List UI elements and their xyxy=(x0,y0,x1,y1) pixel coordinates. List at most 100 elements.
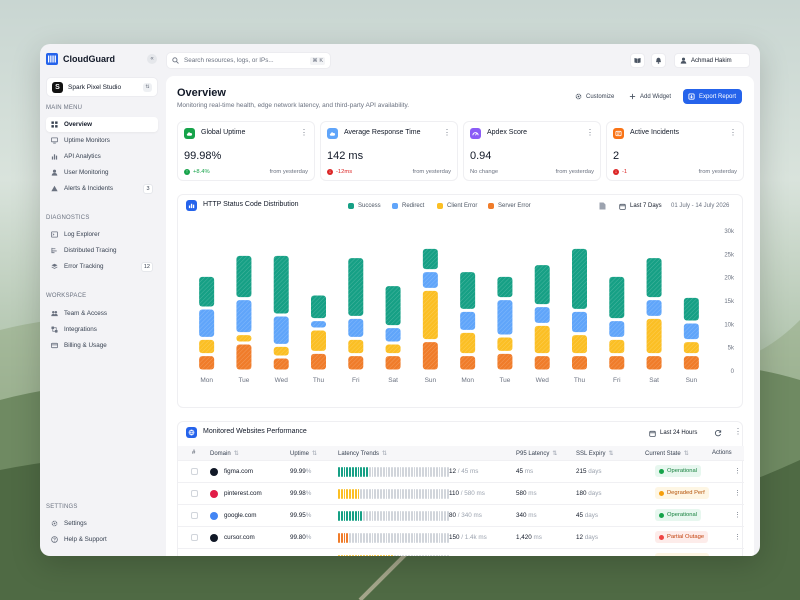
bar-segment-server-error[interactable] xyxy=(422,342,438,370)
workspace-switcher[interactable]: S Spark Pixel Studio ⇅ xyxy=(46,77,158,97)
column-header[interactable]: P95 Latency ⇅ xyxy=(516,450,557,457)
bar-segment-client-error[interactable] xyxy=(236,335,252,342)
bar-segment-redirect[interactable] xyxy=(572,311,587,333)
document-icon[interactable] xyxy=(599,202,606,210)
legend-item-redirect[interactable]: Redirect xyxy=(392,203,424,209)
bar-segment-redirect[interactable] xyxy=(646,300,662,316)
docs-button[interactable] xyxy=(630,53,645,68)
bar-segment-server-error[interactable] xyxy=(348,356,364,370)
bar-segment-client-error[interactable] xyxy=(348,339,364,354)
column-header[interactable]: Current State ⇅ xyxy=(645,450,689,457)
bar-segment-client-error[interactable] xyxy=(683,342,699,354)
bar-segment-redirect[interactable] xyxy=(534,307,550,323)
sidebar-item-user-monitoring[interactable]: User Monitoring xyxy=(46,165,158,180)
user-menu[interactable]: Achmad Hakim xyxy=(674,53,750,68)
bar-segment-client-error[interactable] xyxy=(460,332,476,354)
bar-segment-success[interactable] xyxy=(348,258,364,316)
more-vertical-icon[interactable]: ⋮ xyxy=(586,128,594,137)
table-row[interactable]: pinterest.com 99.98% 110 / 580 ms 580 ms 180… xyxy=(178,482,744,504)
bar-segment-server-error[interactable] xyxy=(199,356,215,370)
bar-segment-client-error[interactable] xyxy=(609,339,625,354)
row-checkbox[interactable] xyxy=(191,468,198,475)
row-checkbox[interactable] xyxy=(191,534,198,541)
bar-segment-success[interactable] xyxy=(422,248,438,270)
bar-segment-client-error[interactable] xyxy=(422,290,438,340)
legend-item-success[interactable]: Success xyxy=(348,203,381,209)
add-widget-button[interactable]: Add Widget xyxy=(624,89,676,104)
more-vertical-icon[interactable]: ⋮ xyxy=(734,534,741,541)
bar-segment-redirect[interactable] xyxy=(422,272,438,288)
table-row[interactable]: cursor.com 99.80% 150 / 1.4k ms 1,420 ms 12 … xyxy=(178,526,744,548)
bar-segment-server-error[interactable] xyxy=(572,356,587,370)
column-header[interactable]: SSL Expiry ⇅ xyxy=(576,450,614,457)
column-header[interactable]: Uptime ⇅ xyxy=(290,450,317,457)
bar-segment-success[interactable] xyxy=(646,258,662,298)
sidebar-item-distributed-tracing[interactable]: Distributed Tracing xyxy=(46,243,158,258)
bar-segment-server-error[interactable] xyxy=(236,344,252,370)
sidebar-collapse-button[interactable]: « xyxy=(147,54,157,64)
bar-segment-redirect[interactable] xyxy=(609,321,625,337)
sidebar-item-integrations[interactable]: Integrations xyxy=(46,322,158,337)
bar-segment-client-error[interactable] xyxy=(311,330,326,351)
sidebar-item-team-access[interactable]: Team & Access xyxy=(46,306,158,321)
bar-segment-redirect[interactable] xyxy=(460,311,476,330)
bar-segment-success[interactable] xyxy=(683,297,699,321)
row-checkbox[interactable] xyxy=(191,490,198,497)
sidebar-item-alerts-incidents[interactable]: Alerts & Incidents 3 xyxy=(46,181,158,196)
bar-segment-client-error[interactable] xyxy=(497,337,513,351)
domain-cell[interactable]: google.com xyxy=(224,512,257,519)
customize-button[interactable]: Customize xyxy=(570,89,619,104)
bar-segment-redirect[interactable] xyxy=(199,309,215,337)
bar-segment-client-error[interactable] xyxy=(646,318,662,354)
table-row[interactable]: google.com 99.95% 80 / 340 ms 340 ms 45 days… xyxy=(178,504,744,526)
more-vertical-icon[interactable]: ⋮ xyxy=(443,128,451,137)
bar-segment-success[interactable] xyxy=(497,276,513,298)
bar-segment-success[interactable] xyxy=(572,248,587,309)
legend-item-server-error[interactable]: Server Error xyxy=(488,203,531,209)
bar-segment-redirect[interactable] xyxy=(348,318,364,337)
bar-segment-client-error[interactable] xyxy=(199,339,215,354)
sidebar-item-billing-usage[interactable]: Billing & Usage xyxy=(46,338,158,353)
bar-segment-redirect[interactable] xyxy=(273,316,289,344)
sidebar-item-settings[interactable]: Settings xyxy=(46,516,158,531)
bar-segment-server-error[interactable] xyxy=(609,356,625,370)
bar-segment-success[interactable] xyxy=(273,255,289,314)
bar-segment-redirect[interactable] xyxy=(497,300,513,335)
bar-segment-client-error[interactable] xyxy=(534,325,550,354)
bar-segment-redirect[interactable] xyxy=(311,321,326,328)
more-vertical-icon[interactable]: ⋮ xyxy=(734,490,741,497)
bar-segment-server-error[interactable] xyxy=(311,353,326,370)
bar-segment-redirect[interactable] xyxy=(683,323,699,340)
column-header[interactable]: Domain ⇅ xyxy=(210,450,239,457)
column-header[interactable]: Actions xyxy=(712,450,732,456)
bar-segment-success[interactable] xyxy=(609,276,625,319)
column-header[interactable]: # xyxy=(192,450,195,456)
bar-segment-success[interactable] xyxy=(311,295,326,319)
bar-segment-server-error[interactable] xyxy=(460,356,476,370)
bar-segment-server-error[interactable] xyxy=(683,356,699,370)
bar-segment-server-error[interactable] xyxy=(385,356,401,370)
bar-segment-success[interactable] xyxy=(460,272,476,309)
bar-segment-success[interactable] xyxy=(199,276,215,307)
bar-segment-client-error[interactable] xyxy=(385,344,401,354)
refresh-icon[interactable] xyxy=(714,429,722,439)
bar-segment-client-error[interactable] xyxy=(273,346,289,356)
bar-segment-redirect[interactable] xyxy=(385,328,401,342)
domain-cell[interactable]: figma.com xyxy=(224,468,254,475)
table-range-select[interactable]: Last 24 Hours xyxy=(644,426,702,440)
more-vertical-icon[interactable]: ⋮ xyxy=(300,128,308,137)
bar-segment-success[interactable] xyxy=(534,265,550,305)
domain-cell[interactable]: pinterest.com xyxy=(224,490,262,497)
column-header[interactable]: Latency Trends ⇅ xyxy=(338,450,387,457)
bar-segment-client-error[interactable] xyxy=(572,335,587,354)
sidebar-item-uptime-monitors[interactable]: Uptime Monitors xyxy=(46,133,158,148)
bar-segment-server-error[interactable] xyxy=(646,356,662,370)
sidebar-item-api-analytics[interactable]: API Analytics xyxy=(46,149,158,164)
search-input[interactable]: Search resources, logs, or IPs... ⌘ K xyxy=(166,52,331,69)
more-vertical-icon[interactable]: ⋮ xyxy=(729,128,737,137)
bar-segment-success[interactable] xyxy=(236,255,252,298)
legend-item-client-error[interactable]: Client Error xyxy=(437,203,477,209)
more-vertical-icon[interactable]: ⋮ xyxy=(734,468,741,475)
domain-cell[interactable]: cursor.com xyxy=(224,534,255,541)
